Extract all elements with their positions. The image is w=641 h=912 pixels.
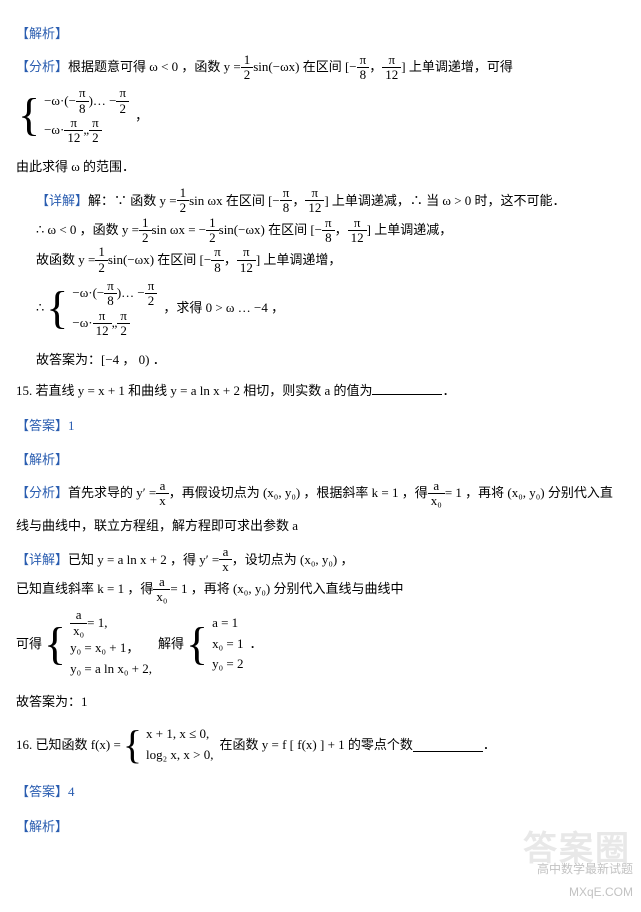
p15-xj2: 已知直线斜率 k = 1 ，得 ax₀ = 1 ，再将 (x₀, y₀) 分别代… [16,575,625,605]
p14-xj3: 故函数 y = 12 sin(−ωx) 在区间 [− π8 ， π12 ] 上单… [16,245,625,275]
blank [372,381,442,395]
frac-half: 12 [241,53,254,83]
frac: π12 [382,53,401,83]
p14-xj2: ∴ ω < 0 ，函数 y = 12 sin ωx = − 12 sin(−ωx… [16,216,625,246]
frac: π8 [357,53,370,83]
blank [413,738,483,752]
t: ， [135,104,148,129]
p15-xj1: 【详解】 已知 y = a ln x + 2 ，得 y′ = ax ，设切点为 … [16,545,625,575]
t: sin(−ωx) 在区间 [− [253,55,356,80]
tag-xiangjie: 【详解】 [36,189,88,214]
t: 根据题意可得 ω < 0 ，函数 y = [68,55,241,80]
p14-xj4: ∴ { −ω·(− π8 )… − π2 −ω· π12 „ π2 ，求得 0 … [16,275,625,342]
p14-line2: 由此求得 ω 的范围． [16,155,625,180]
p15-fenxi: 【分析】 首先求导的 y′ = ax ，再假设切点为 (x₀, y₀) ，根据斜… [16,479,625,509]
tag-daan-15: 【答案】1 [16,414,625,439]
tag-fenxi: 【分析】 [16,55,68,80]
watermark-text: 高中数学最新试题 MXqE.COM [537,858,633,904]
t: ， [369,55,382,80]
tag-jiexi-15: 【解析】 [16,448,625,473]
p15-ansline: 故答案为：1 [16,690,625,715]
p14-xj1: 【详解】 解：∵ 函数 y = 12 sin ωx 在区间 [− π8 ， π1… [16,186,625,216]
t: ] 上单调递增，可得 [401,55,513,80]
p15-q: 15. 若直线 y = x + 1 和曲线 y = a ln x + 2 相切，… [16,379,625,404]
brace: { −ω·(− π8 )… − π2 −ω· π12 „ π2 [18,84,133,147]
tag-jiexi-14: 【解析】 [16,22,625,47]
tag-daan-16: 【答案】4 [16,780,625,805]
p15-braces: 可得 { ax₀ = 1, y₀ = x₀ + 1， y₀ = a ln x₀ … [16,604,625,683]
p14-fenxi: 【分析】 根据题意可得 ω < 0 ，函数 y = 12 sin(−ωx) 在区… [16,53,625,150]
tag-jiexi-16: 【解析】 [16,815,625,840]
p14-ans: 故答案为：[−4 ， 0) ． [16,348,625,373]
p15-fenxi2: 线与曲线中，联立方程组，解方程即可求出参数 a [16,514,625,539]
p16-q: 16. 已知函数 f(x) = { x + 1, x ≤ 0, log₂ x, … [16,720,625,770]
